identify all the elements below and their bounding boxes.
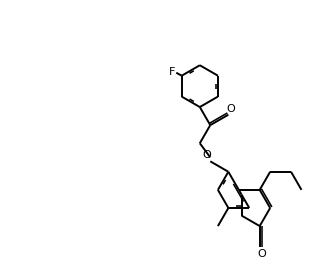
Text: O: O	[226, 104, 235, 114]
Text: O: O	[257, 249, 266, 259]
Text: F: F	[169, 67, 175, 77]
Text: O: O	[202, 150, 211, 160]
